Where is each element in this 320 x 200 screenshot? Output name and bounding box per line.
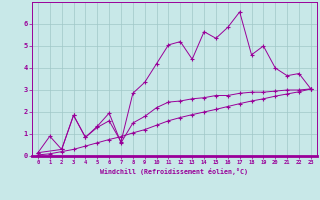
X-axis label: Windchill (Refroidissement éolien,°C): Windchill (Refroidissement éolien,°C) xyxy=(100,168,248,175)
